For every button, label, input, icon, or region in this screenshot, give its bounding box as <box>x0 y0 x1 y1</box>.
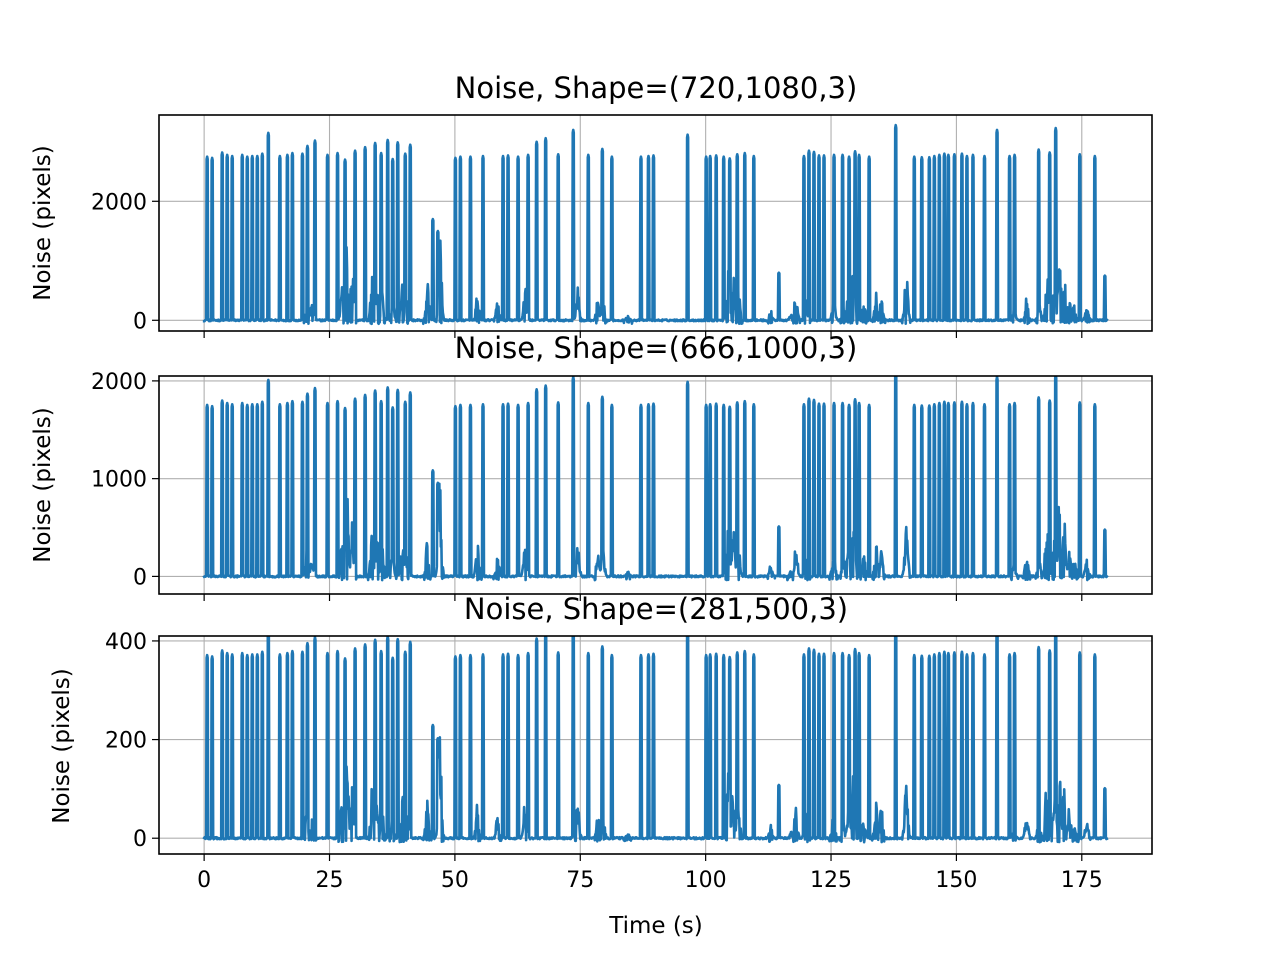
noise-series-line <box>202 123 1109 326</box>
x-tick-label: 100 <box>685 868 727 893</box>
subplot-2: Noise, Shape=(666,1000,3) Noise (pixels)… <box>30 331 1153 601</box>
x-tick-label: 150 <box>935 868 977 893</box>
y-tick-label: 0 <box>133 565 147 590</box>
subplot-3-title: Noise, Shape=(281,500,3) <box>464 592 848 626</box>
subplot-1: Noise, Shape=(720,1080,3) Noise (pixels)… <box>30 71 1153 338</box>
subplot-1-frame <box>158 114 1153 332</box>
noise-series-line <box>202 636 1109 844</box>
x-tick-label: 0 <box>197 868 211 893</box>
subplot-1-ylabel: Noise (pixels) <box>30 145 56 300</box>
subplot-1-title: Noise, Shape=(720,1080,3) <box>455 71 858 105</box>
x-tick-label: 125 <box>810 868 852 893</box>
y-tick-label: 400 <box>105 630 147 655</box>
noise-series-line <box>202 376 1109 582</box>
y-tick-label: 2000 <box>91 190 147 215</box>
subplot-3-xlabel: Time (s) <box>608 913 703 939</box>
subplot-2-ylabel: Noise (pixels) <box>30 407 56 562</box>
y-tick-label: 0 <box>133 827 147 852</box>
x-tick-label: 75 <box>566 868 594 893</box>
subplot-2-title: Noise, Shape=(666,1000,3) <box>455 331 858 365</box>
subplot-3: Noise, Shape=(281,500,3) Noise (pixels) … <box>49 592 1153 939</box>
y-tick-label: 2000 <box>91 370 147 395</box>
x-tick-label: 25 <box>316 868 344 893</box>
y-tick-label: 0 <box>133 309 147 334</box>
subplot-2-frame <box>158 375 1153 595</box>
y-tick-label: 1000 <box>91 468 147 493</box>
subplot-3-frame <box>158 635 1153 855</box>
x-tick-label: 175 <box>1061 868 1103 893</box>
x-tick-label: 50 <box>441 868 469 893</box>
y-tick-label: 200 <box>105 729 147 754</box>
subplot-3-ylabel: Noise (pixels) <box>49 668 75 823</box>
